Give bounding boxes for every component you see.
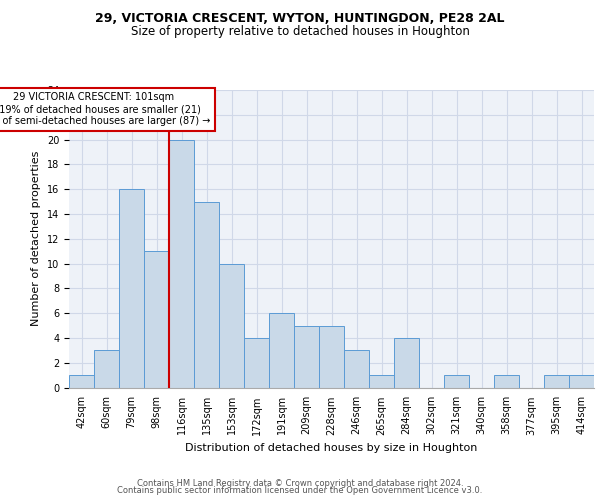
Bar [494, 375, 519, 388]
Bar [569, 375, 594, 388]
Text: 29, VICTORIA CRESCENT, WYTON, HUNTINGDON, PE28 2AL: 29, VICTORIA CRESCENT, WYTON, HUNTINGDON… [95, 12, 505, 26]
Text: Size of property relative to detached houses in Houghton: Size of property relative to detached ho… [131, 25, 469, 38]
Bar [444, 375, 469, 388]
Bar [94, 350, 119, 388]
Bar [294, 326, 319, 388]
X-axis label: Distribution of detached houses by size in Houghton: Distribution of detached houses by size … [185, 443, 478, 453]
Bar [144, 251, 169, 388]
Bar [119, 189, 144, 388]
Bar [544, 375, 569, 388]
Text: Contains HM Land Registry data © Crown copyright and database right 2024.: Contains HM Land Registry data © Crown c… [137, 478, 463, 488]
Bar [269, 313, 294, 388]
Bar [219, 264, 244, 388]
Bar [344, 350, 369, 388]
Bar [369, 375, 394, 388]
Text: Contains public sector information licensed under the Open Government Licence v3: Contains public sector information licen… [118, 486, 482, 495]
Bar [194, 202, 219, 388]
Bar [319, 326, 344, 388]
Bar [69, 375, 94, 388]
Text: 29 VICTORIA CRESCENT: 101sqm
← 19% of detached houses are smaller (21)
81% of se: 29 VICTORIA CRESCENT: 101sqm ← 19% of de… [0, 92, 210, 126]
Bar [169, 140, 194, 388]
Bar [394, 338, 419, 388]
Y-axis label: Number of detached properties: Number of detached properties [31, 151, 41, 326]
Bar [244, 338, 269, 388]
